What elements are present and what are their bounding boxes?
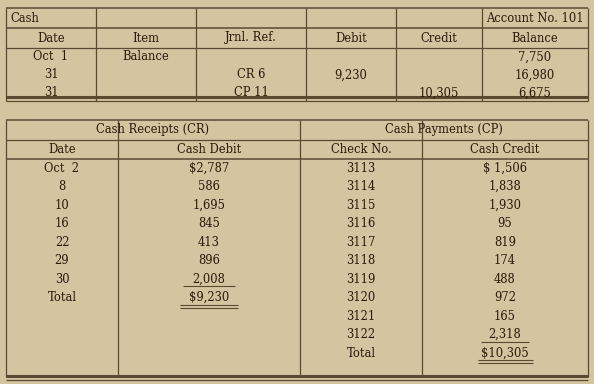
Text: 95: 95: [498, 217, 513, 230]
Text: CR 6: CR 6: [237, 68, 265, 81]
Text: 7,750: 7,750: [519, 51, 552, 63]
Text: $2,787: $2,787: [189, 162, 229, 175]
Text: 413: 413: [198, 236, 220, 249]
Text: 1,695: 1,695: [192, 199, 226, 212]
Text: 3116: 3116: [346, 217, 375, 230]
Text: 31: 31: [44, 86, 58, 99]
Text: Debit: Debit: [335, 31, 367, 45]
Text: 16: 16: [55, 217, 69, 230]
Text: Account No. 101: Account No. 101: [486, 12, 584, 25]
Text: 31: 31: [44, 68, 58, 81]
Text: 8: 8: [58, 180, 65, 193]
Text: Cash Receipts (CR): Cash Receipts (CR): [96, 124, 210, 136]
Text: 1,930: 1,930: [488, 199, 522, 212]
Text: Total: Total: [346, 347, 375, 360]
Text: 3119: 3119: [346, 273, 375, 286]
Text: 2,008: 2,008: [192, 273, 226, 286]
Text: Check No.: Check No.: [331, 143, 391, 156]
Text: 819: 819: [494, 236, 516, 249]
Text: 10: 10: [55, 199, 69, 212]
Text: 1,838: 1,838: [489, 180, 522, 193]
Text: Balance: Balance: [122, 51, 169, 63]
Text: 3122: 3122: [346, 328, 375, 341]
Text: Cash Payments (CP): Cash Payments (CP): [385, 124, 503, 136]
Text: 3121: 3121: [346, 310, 375, 323]
Text: 165: 165: [494, 310, 516, 323]
Text: Oct  2: Oct 2: [45, 162, 80, 175]
Text: CP 11: CP 11: [233, 86, 268, 99]
Text: 2,318: 2,318: [489, 328, 522, 341]
Text: Item: Item: [132, 31, 160, 45]
Text: 9,230: 9,230: [334, 68, 368, 81]
Text: 488: 488: [494, 273, 516, 286]
Text: Balance: Balance: [511, 31, 558, 45]
Text: $9,230: $9,230: [189, 291, 229, 304]
Text: Cash: Cash: [10, 12, 39, 25]
Text: 586: 586: [198, 180, 220, 193]
Text: 29: 29: [55, 254, 69, 267]
Text: Cash Debit: Cash Debit: [177, 143, 241, 156]
Text: 845: 845: [198, 217, 220, 230]
Text: $ 1,506: $ 1,506: [483, 162, 527, 175]
Text: Date: Date: [48, 143, 76, 156]
Text: 896: 896: [198, 254, 220, 267]
Text: 30: 30: [55, 273, 69, 286]
Text: Oct  1: Oct 1: [33, 51, 68, 63]
Text: 3117: 3117: [346, 236, 375, 249]
Text: 3115: 3115: [346, 199, 375, 212]
Text: 3118: 3118: [346, 254, 375, 267]
Text: Date: Date: [37, 31, 65, 45]
Text: 3113: 3113: [346, 162, 375, 175]
Text: Cash Credit: Cash Credit: [470, 143, 540, 156]
Text: 3120: 3120: [346, 291, 375, 304]
Text: 22: 22: [55, 236, 69, 249]
Text: Credit: Credit: [421, 31, 457, 45]
Text: 6,675: 6,675: [519, 86, 551, 99]
Text: 10,305: 10,305: [419, 86, 459, 99]
Text: 972: 972: [494, 291, 516, 304]
Text: 174: 174: [494, 254, 516, 267]
Text: 3114: 3114: [346, 180, 375, 193]
Text: $10,305: $10,305: [481, 347, 529, 360]
Text: Jrnl. Ref.: Jrnl. Ref.: [225, 31, 277, 45]
Text: Total: Total: [48, 291, 77, 304]
Text: 16,980: 16,980: [515, 68, 555, 81]
